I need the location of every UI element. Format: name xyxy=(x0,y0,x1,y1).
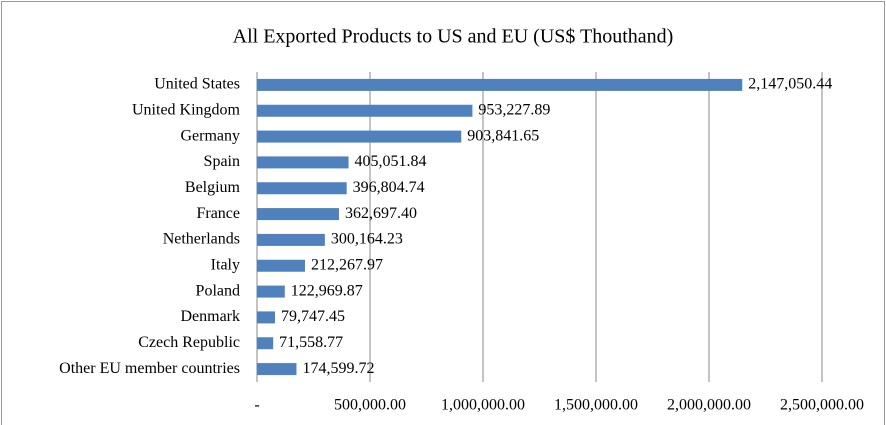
value-label: 122,969.87 xyxy=(291,282,363,299)
bar xyxy=(257,208,339,221)
bar xyxy=(257,311,276,324)
bar xyxy=(257,156,349,169)
y-tick-label: Belgium xyxy=(185,179,241,196)
value-label: 2,147,050.44 xyxy=(748,76,832,93)
x-tick-label: 2,000,000.00 xyxy=(667,397,751,414)
x-tick-label: 500,000.00 xyxy=(334,397,406,414)
bar xyxy=(257,259,305,272)
x-tick-label: - xyxy=(254,397,259,414)
x-tick-label: 1,500,000.00 xyxy=(554,397,638,414)
value-label: 953,227.89 xyxy=(478,101,550,118)
bar xyxy=(257,285,285,298)
bar xyxy=(257,78,743,91)
value-label: 71,558.77 xyxy=(279,334,343,351)
y-tick-label: Poland xyxy=(196,282,240,299)
bar xyxy=(257,182,347,195)
value-label: 212,267.97 xyxy=(311,256,383,273)
bar xyxy=(257,233,325,246)
chart-title: All Exported Products to US and EU (US$ … xyxy=(233,26,674,48)
y-tick-label: Spain xyxy=(204,153,240,170)
y-tick-label: Other EU member countries xyxy=(59,360,240,377)
value-label: 362,697.40 xyxy=(345,205,417,222)
y-tick-label: United Kingdom xyxy=(132,101,241,118)
x-tick-label: 1,000,000.00 xyxy=(441,397,525,414)
value-label: 396,804.74 xyxy=(353,179,425,196)
value-label: 903,841.65 xyxy=(467,127,539,144)
bar xyxy=(257,104,473,117)
bar xyxy=(257,337,274,350)
y-tick-label: France xyxy=(196,205,240,222)
value-label: 174,599.72 xyxy=(302,360,374,377)
y-tick-label: Denmark xyxy=(180,308,240,325)
x-tick-label: 2,500,000.00 xyxy=(780,397,864,414)
value-label: 300,164.23 xyxy=(331,231,403,248)
bar xyxy=(257,363,297,376)
value-label: 79,747.45 xyxy=(281,308,345,325)
y-tick-label: United States xyxy=(154,76,240,93)
y-tick-label: Czech Republic xyxy=(138,334,240,351)
y-tick-label: Netherlands xyxy=(163,231,240,248)
y-tick-label: Germany xyxy=(180,127,240,144)
value-label: 405,051.84 xyxy=(355,153,427,170)
y-tick-label: Italy xyxy=(211,256,240,273)
bar xyxy=(257,130,462,143)
